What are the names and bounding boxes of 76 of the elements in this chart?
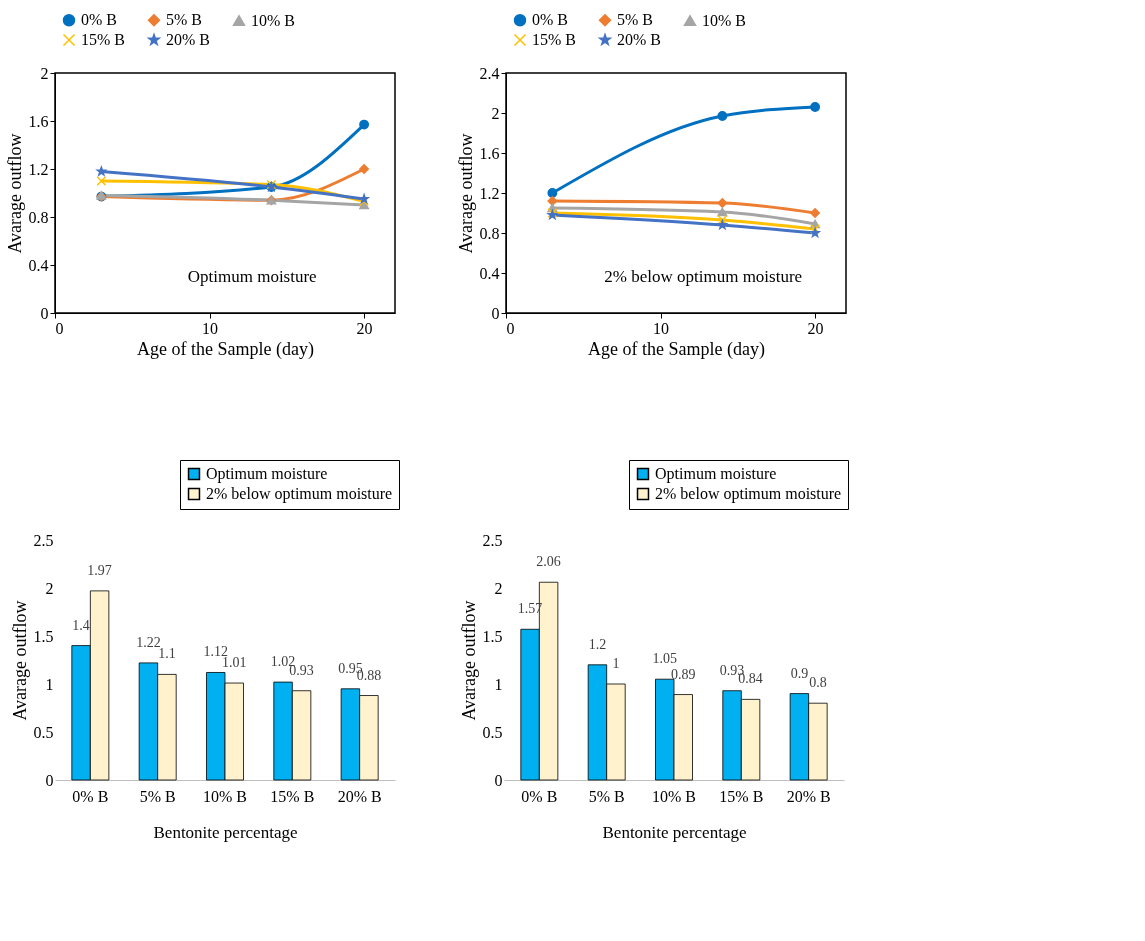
- y-tick-label: 0: [45, 771, 54, 789]
- x-tick-label: 20% B: [337, 787, 382, 805]
- legend-label: 2% below optimum moisture: [655, 485, 842, 503]
- x-tick-label: 5% B: [588, 787, 625, 805]
- y-axis-title: Avarage outflow: [458, 600, 479, 721]
- x-tick-label: 5% B: [139, 787, 176, 805]
- x-tick-label: 10% B: [203, 787, 247, 805]
- y-tick-label: 0.4: [28, 256, 49, 274]
- legend-label: 20% B: [617, 31, 661, 48]
- y-tick-label: 0.8: [479, 224, 500, 242]
- x-tick-label: 10: [653, 319, 670, 337]
- x-axis-title: Bentonite percentage: [153, 822, 298, 842]
- y-tick-label: 0: [494, 771, 503, 789]
- legend-label: 5% B: [166, 11, 202, 29]
- y-axis-title: Avarage outflow: [4, 133, 25, 254]
- x-tick-label: 20: [356, 319, 373, 337]
- data-label: 1.1: [158, 646, 176, 662]
- x-tick-label: 20: [807, 319, 824, 337]
- y-tick-label: 2: [40, 64, 49, 82]
- y-tick-label: 1.6: [479, 144, 500, 162]
- legend-label: 5% B: [617, 11, 653, 29]
- legend-label: 20% B: [166, 31, 210, 48]
- y-tick-label: 1.5: [33, 627, 54, 645]
- y-tick-label: 1.6: [28, 112, 49, 130]
- x-tick-label: 20% B: [786, 787, 831, 805]
- y-axis-title: Avarage outflow: [9, 600, 30, 721]
- legend-label: 15% B: [81, 31, 125, 48]
- x-tick-label: 0% B: [72, 787, 109, 805]
- legend-label: 0% B: [81, 11, 117, 29]
- y-tick-label: 1.2: [28, 160, 49, 178]
- x-tick-label: 10: [202, 319, 219, 337]
- y-tick-label: 1.5: [482, 627, 503, 645]
- x-axis-title: Age of the Sample (day): [137, 338, 314, 360]
- data-label: 0.9: [790, 665, 809, 681]
- legend-label: 0% B: [532, 11, 568, 29]
- y-tick-label: 0.5: [33, 723, 54, 741]
- x-axis-title: Bentonite percentage: [602, 822, 747, 842]
- legend-label: 2% below optimum moisture: [206, 485, 393, 503]
- y-tick-label: 0: [491, 304, 500, 322]
- data-label: 1.4: [72, 617, 90, 633]
- y-tick-label: 2: [491, 104, 500, 122]
- data-label: 1.97: [87, 562, 112, 578]
- x-tick-label: 0% B: [521, 787, 558, 805]
- data-label: 1: [612, 656, 620, 671]
- y-tick-label: 2: [45, 579, 54, 597]
- data-label: 0.8: [809, 675, 827, 691]
- y-tick-label: 1: [45, 675, 54, 693]
- data-label: 2.06: [536, 554, 561, 570]
- annotation: 2% below optimum moisture: [604, 267, 803, 286]
- y-tick-label: 0: [40, 304, 49, 322]
- legend-label: 10% B: [251, 11, 295, 29]
- data-label: 1.2: [588, 636, 607, 652]
- y-axis-title: Avarage outflow: [455, 133, 476, 254]
- y-tick-label: 2.5: [33, 531, 54, 549]
- y-tick-label: 1.2: [479, 184, 500, 202]
- data-label: 1.05: [652, 651, 677, 667]
- y-tick-label: 0.4: [479, 264, 500, 282]
- data-label: 1.22: [136, 634, 161, 650]
- y-tick-label: 2.4: [479, 64, 500, 82]
- y-tick-label: 1: [494, 675, 503, 693]
- x-tick-label: 15% B: [719, 787, 764, 805]
- data-label: 0.89: [671, 666, 696, 682]
- legend-label: Optimum moisture: [655, 465, 777, 483]
- x-tick-label: 10% B: [652, 787, 696, 805]
- y-tick-label: 2.5: [482, 531, 503, 549]
- annotation: Optimum moisture: [187, 267, 317, 286]
- x-tick-label: 15% B: [270, 787, 315, 805]
- legend-label: Optimum moisture: [206, 465, 328, 483]
- y-tick-label: 0.5: [482, 723, 503, 741]
- legend-label: 15% B: [532, 31, 576, 48]
- legend-label: 10% B: [702, 11, 746, 29]
- data-label: 1.01: [222, 655, 247, 671]
- x-tick-label: 0: [506, 319, 515, 337]
- y-tick-label: 2: [494, 579, 503, 597]
- x-axis-title: Age of the Sample (day): [588, 338, 765, 360]
- y-tick-label: 0.8: [28, 208, 49, 226]
